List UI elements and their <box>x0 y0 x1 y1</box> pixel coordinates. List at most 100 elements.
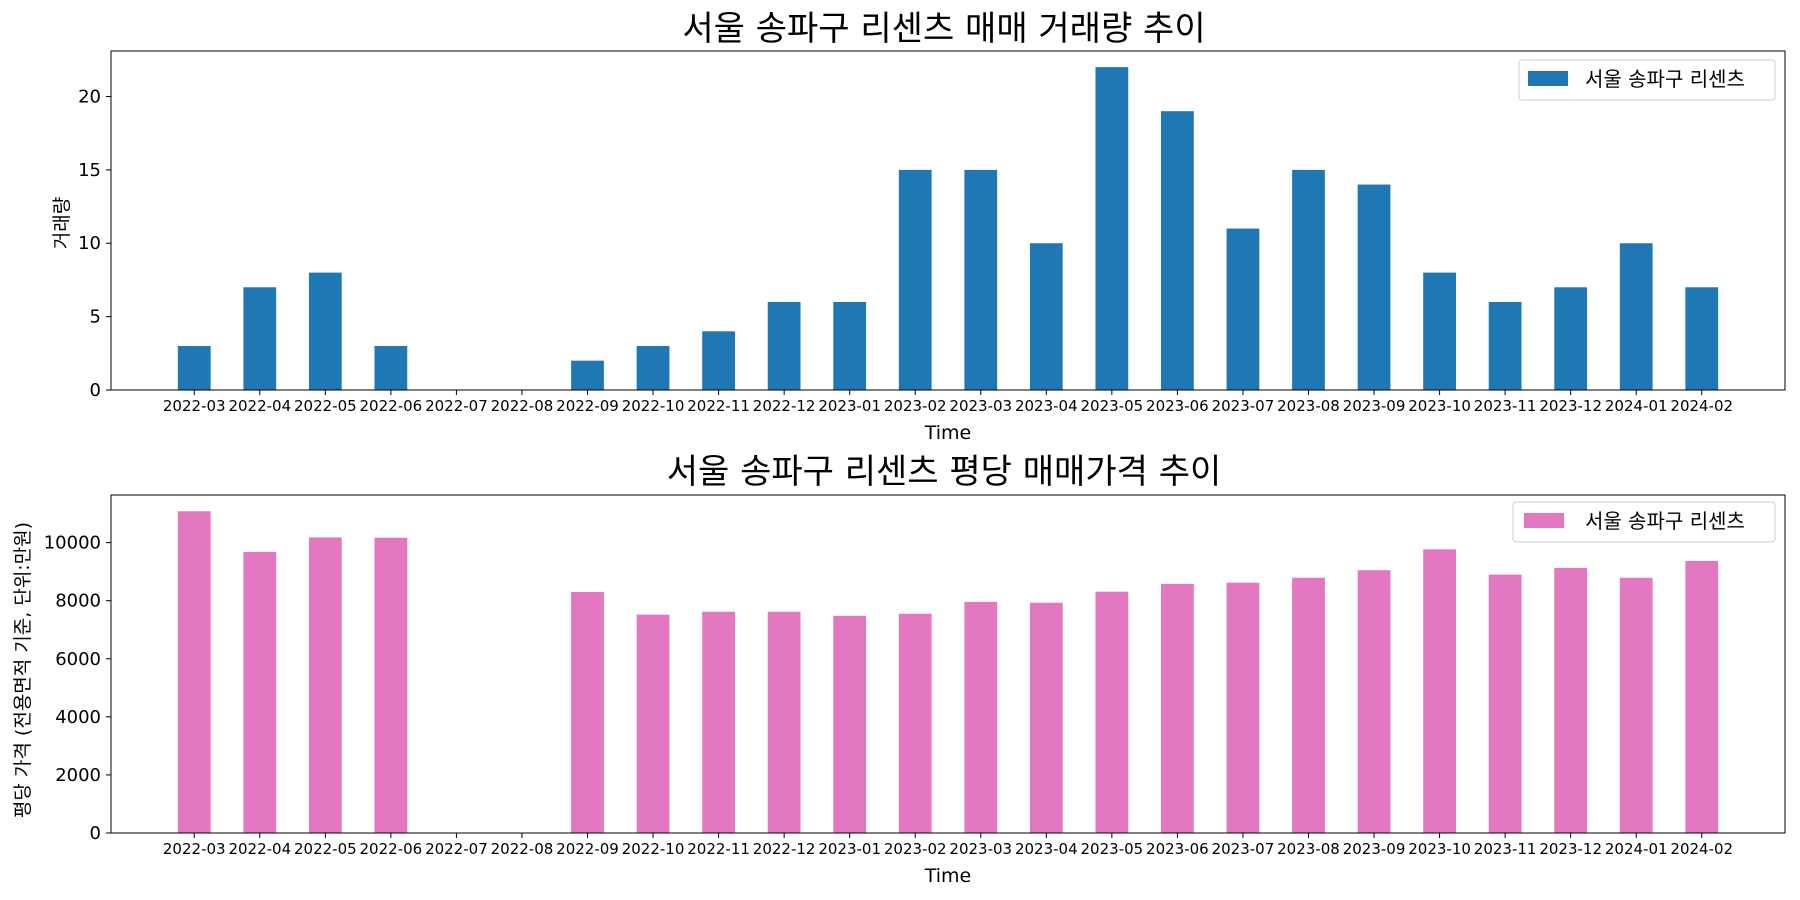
chart-volume-bar-2023-01 <box>833 301 867 390</box>
chart-price-xtick-label: 2023-07 <box>1212 840 1275 858</box>
chart-price-xtick-label: 2024-01 <box>1605 840 1668 858</box>
chart-volume-bar-2022-10 <box>636 345 670 390</box>
chart-volume-ylabel: 거래량 <box>51 197 73 249</box>
chart-price-xtick-label: 2023-04 <box>1015 840 1078 858</box>
chart-volume-ytick-label: 5 <box>90 307 101 328</box>
chart-volume-bar-2023-07 <box>1226 228 1260 390</box>
chart-price-ytick-label: 6000 <box>55 649 101 670</box>
chart-price-bar-2022-12 <box>767 611 801 833</box>
chart-price-xtick-label: 2023-12 <box>1539 840 1602 858</box>
chart-volume-bar-2023-09 <box>1357 184 1391 390</box>
chart-volume-xtick-label: 2023-04 <box>1015 397 1078 415</box>
chart-price-xtick-label: 2023-02 <box>884 840 947 858</box>
chart-volume-bar-2024-02 <box>1685 287 1719 390</box>
chart-volume-xtick-label: 2022-09 <box>556 397 619 415</box>
chart-volume-bar-2023-06 <box>1161 111 1194 391</box>
chart-volume-xtick-label: 2024-02 <box>1670 397 1733 415</box>
chart-volume-xtick-label: 2022-05 <box>294 397 357 415</box>
chart-volume-bar-2022-11 <box>702 331 735 390</box>
chart-price-bar-2022-05 <box>308 537 342 833</box>
chart-volume-xtick-label: 2022-11 <box>687 397 750 415</box>
chart-volume-bar-2022-06 <box>374 345 408 390</box>
chart-price-xtick-label: 2023-09 <box>1343 840 1406 858</box>
chart-price-xtick-label: 2022-09 <box>556 840 619 858</box>
chart-price-xtick-label: 2024-02 <box>1670 840 1733 858</box>
chart-volume-bar-2023-04 <box>1029 243 1063 390</box>
chart-volume-xtick-label: 2023-05 <box>1081 397 1144 415</box>
chart-volume-xtick-label: 2022-10 <box>622 397 685 415</box>
chart-price-legend-swatch <box>1524 513 1564 528</box>
chart-volume-xtick-label: 2023-10 <box>1408 397 1471 415</box>
chart-volume-xtick-label: 2023-09 <box>1343 397 1406 415</box>
chart-price-xtick-label: 2023-05 <box>1081 840 1144 858</box>
chart-price-plot-frame <box>110 494 1786 834</box>
chart-price-xlabel: Time <box>924 865 972 887</box>
chart-price-bar-2023-02 <box>898 613 932 833</box>
chart-price-bar-2023-04 <box>1029 602 1063 833</box>
chart-price-xtick-label: 2023-06 <box>1146 840 1209 858</box>
chart-price-xtick-label: 2022-04 <box>228 840 291 858</box>
chart-price-xtick-label: 2022-03 <box>163 840 226 858</box>
chart-price-bar-2022-06 <box>374 537 408 833</box>
chart-volume-xtick-label: 2023-03 <box>949 397 1012 415</box>
chart-volume-xtick-label: 2022-12 <box>753 397 816 415</box>
chart-price-bar-2023-09 <box>1357 570 1391 833</box>
chart-price-bar-2024-02 <box>1685 560 1719 833</box>
chart-volume-bar-2022-04 <box>243 287 277 390</box>
chart-volume-bar-2023-05 <box>1095 67 1129 390</box>
chart-price-bar-2022-10 <box>636 614 670 833</box>
chart-volume-xtick-label: 2022-07 <box>425 397 488 415</box>
chart-price-bar-2022-04 <box>243 551 277 833</box>
chart-price-bar-2023-05 <box>1095 591 1129 833</box>
chart-volume-legend-box <box>1518 59 1776 101</box>
chart-price-legend-label: 서울 송파구 리센츠 <box>1585 509 1745 533</box>
chart-volume-bar-2022-03 <box>177 345 211 390</box>
chart-volume-xtick-label: 2022-06 <box>360 397 423 415</box>
chart-volume-bar-2023-08 <box>1292 169 1325 390</box>
chart-price-xtick-label: 2023-11 <box>1474 840 1537 858</box>
chart-price-bar-2023-01 <box>833 615 867 833</box>
chart-price-bar-2023-12 <box>1554 567 1588 833</box>
chart-price-ytick-label: 0 <box>90 823 101 844</box>
chart-price-xtick-label: 2023-08 <box>1277 840 1340 858</box>
chart-price-legend: 서울 송파구 리센츠 <box>1512 501 1776 543</box>
chart-price-bar-2022-03 <box>177 511 211 833</box>
chart-volume-xtick-label: 2023-12 <box>1539 397 1602 415</box>
chart-price-bar-2023-07 <box>1226 582 1260 833</box>
chart-volume-ytick-label: 10 <box>78 233 101 254</box>
chart-price-bar-2023-08 <box>1292 577 1325 833</box>
chart-price-bar-2022-11 <box>702 611 735 833</box>
chart-volume-bar-2022-12 <box>767 301 801 390</box>
chart-price-bar-2023-06 <box>1161 583 1194 833</box>
chart-volume-legend: 서울 송파구 리센츠 <box>1518 59 1776 101</box>
chart-volume-bar-2023-03 <box>964 169 998 390</box>
chart-price-title: 서울 송파구 리센츠 평당 매매가격 추이 <box>667 452 1222 492</box>
chart-price-xtick-label: 2022-08 <box>491 840 554 858</box>
chart-volume-ytick-label: 20 <box>78 86 101 107</box>
chart-price-xtick-label: 2023-10 <box>1408 840 1471 858</box>
chart-price-xtick-label: 2022-12 <box>753 840 816 858</box>
chart-volume-xtick-label: 2023-02 <box>884 397 947 415</box>
chart-volume-bar-2022-05 <box>308 272 342 390</box>
chart-volume-xtick-label: 2024-01 <box>1605 397 1668 415</box>
chart-volume-xtick-label: 2023-07 <box>1212 397 1275 415</box>
chart-price-bar-2024-01 <box>1619 577 1653 833</box>
chart-volume-xtick-label: 2023-11 <box>1474 397 1537 415</box>
chart-volume-xtick-label: 2023-01 <box>818 397 881 415</box>
chart-volume-xtick-label: 2022-04 <box>228 397 291 415</box>
chart-price-bar-2023-11 <box>1488 574 1522 833</box>
chart-price-bar-2022-09 <box>571 591 604 833</box>
chart-volume-xtick-label: 2022-03 <box>163 397 226 415</box>
chart-price-bar-2023-03 <box>964 601 998 833</box>
chart-price-xtick-label: 2022-07 <box>425 840 488 858</box>
chart-volume-legend-label: 서울 송파구 리센츠 <box>1585 67 1745 91</box>
chart-volume-xtick-label: 2022-08 <box>491 397 554 415</box>
chart-volume-ytick-label: 0 <box>90 380 101 401</box>
chart-volume-xlabel: Time <box>924 422 972 444</box>
chart-volume-bar-2023-12 <box>1554 287 1588 390</box>
chart-volume-bar-2022-09 <box>571 360 604 390</box>
chart-volume-bar-2023-02 <box>898 169 932 390</box>
chart-volume-title: 서울 송파구 리센츠 매매 거래량 추이 <box>682 9 1205 49</box>
chart-volume-plot-frame <box>110 50 1786 391</box>
